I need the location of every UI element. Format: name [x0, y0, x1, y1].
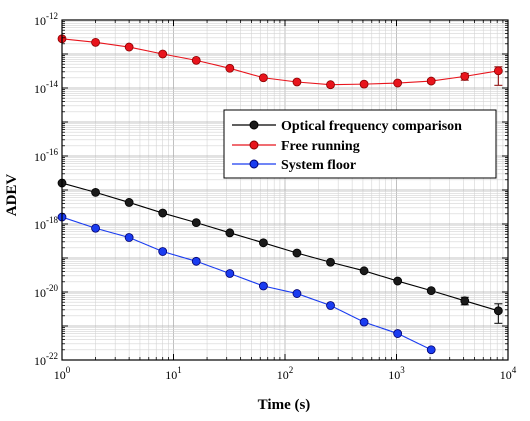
data-point — [158, 247, 168, 256]
data-point — [124, 198, 134, 207]
data-point — [191, 256, 201, 266]
y-tick-label: 10-12 — [34, 11, 58, 28]
series-line — [61, 216, 432, 351]
grid-layer — [61, 20, 508, 361]
legend-marker-free-running — [249, 140, 259, 150]
data-point — [426, 286, 436, 295]
y-tick-label: 10-22 — [34, 351, 58, 368]
data-point — [91, 223, 100, 233]
x-tick-label: 102 — [277, 365, 294, 382]
data-point — [191, 55, 201, 65]
series-layer — [57, 34, 503, 355]
x-axis-title: Time (s) — [258, 397, 311, 413]
legend-item-optical: Optical frequency comparison — [232, 119, 462, 134]
legend-label-optical: Optical frequency comparison — [281, 119, 462, 134]
data-point — [359, 317, 369, 327]
data-point — [258, 73, 268, 83]
data-point — [393, 78, 403, 88]
data-point — [124, 233, 134, 242]
data-point — [326, 301, 335, 310]
series-2 — [57, 212, 436, 355]
y-tick-label: 10-16 — [34, 147, 58, 164]
series-1 — [57, 34, 503, 90]
legend-item-free-running: Free running — [232, 139, 360, 154]
series-0 — [57, 178, 503, 324]
legend-marker-optical — [249, 120, 259, 130]
data-point — [326, 80, 335, 90]
data-point — [258, 281, 268, 291]
x-tick-label: 103 — [388, 365, 405, 382]
y-axis-title: ADEV — [4, 174, 20, 217]
data-point — [292, 289, 302, 298]
tick-layer: 100 101 102 103 104 10-22 10-20 10-18 10-16 10-14… — [34, 11, 517, 382]
data-point — [426, 345, 436, 355]
data-point — [493, 66, 503, 76]
data-point — [225, 269, 235, 278]
series-line — [61, 38, 499, 86]
legend-item-system-floor: System floor — [232, 158, 356, 173]
data-point — [393, 276, 403, 286]
legend: Optical frequency comparison Free runnin… — [223, 109, 497, 179]
data-point — [460, 296, 470, 306]
data-point — [359, 79, 369, 89]
data-point — [124, 42, 134, 52]
y-tick-label: 10-18 — [34, 215, 58, 232]
data-point — [91, 187, 100, 197]
data-point — [359, 266, 369, 276]
legend-marker-system-floor — [249, 159, 259, 169]
data-point — [493, 306, 503, 316]
data-point — [225, 228, 235, 238]
data-point — [426, 76, 436, 86]
y-tick-label: 10-20 — [34, 283, 58, 300]
legend-box — [223, 109, 497, 179]
data-point — [91, 37, 100, 47]
data-point — [225, 63, 235, 73]
data-point — [393, 329, 403, 338]
data-point — [158, 208, 168, 218]
data-point — [191, 218, 201, 227]
x-tick-label: 104 — [500, 365, 517, 382]
data-point — [292, 248, 302, 258]
x-tick-label: 101 — [165, 365, 182, 382]
data-point — [460, 71, 470, 81]
y-tick-label: 10-14 — [34, 79, 58, 96]
legend-label-free-running: Free running — [281, 139, 360, 154]
data-point — [258, 238, 268, 248]
x-tick-label: 100 — [54, 365, 71, 382]
data-point — [292, 77, 302, 87]
data-point — [158, 49, 168, 59]
data-point — [326, 257, 335, 267]
legend-label-system-floor: System floor — [281, 158, 356, 173]
series-line — [61, 182, 499, 312]
